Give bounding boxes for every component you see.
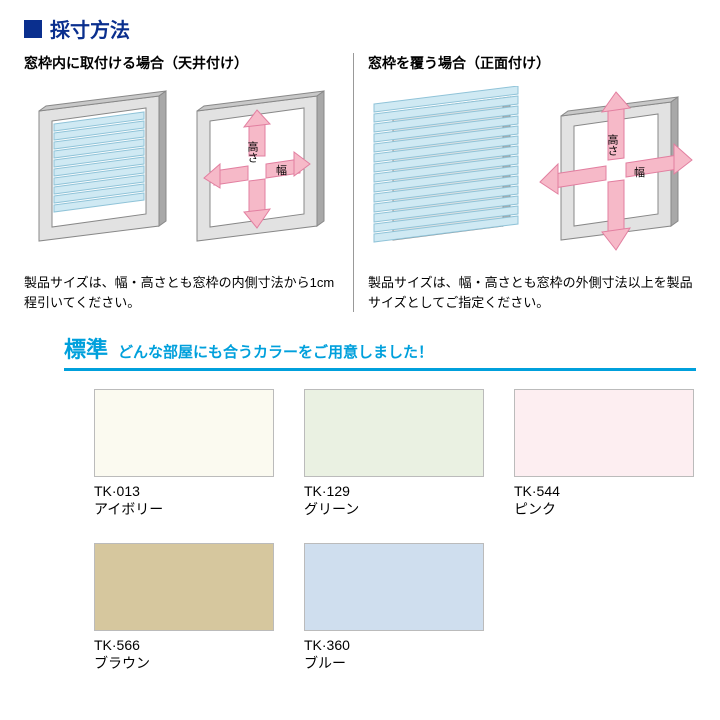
color-sub: どんな部屋にも合うカラーをご用意しました！ xyxy=(118,341,433,362)
swatch-code: TK·566 xyxy=(94,637,274,653)
swatches-grid: TK·013 アイボリー TK·129 グリーン TK·544 ピンク TK·5… xyxy=(94,389,696,673)
method-outside: 窓枠を覆う場合（正面付け） xyxy=(353,53,696,312)
swatch-code: TK·360 xyxy=(304,637,484,653)
swatch-code: TK·129 xyxy=(304,483,484,499)
swatch-chip xyxy=(304,389,484,477)
method-inside-diagrams: 高さ 幅 xyxy=(24,81,339,261)
swatch-name: ブルー xyxy=(304,653,484,673)
swatch-chip xyxy=(304,543,484,631)
blind-outside-icon xyxy=(368,86,528,256)
frame-inside-arrow-icon: 高さ 幅 xyxy=(182,86,332,256)
swatch-tk013: TK·013 アイボリー xyxy=(94,389,274,519)
methods-row: 窓枠内に取付ける場合（天井付け） xyxy=(24,53,696,312)
method-outside-title: 窓枠を覆う場合（正面付け） xyxy=(368,53,696,73)
method-inside: 窓枠内に取付ける場合（天井付け） xyxy=(24,53,339,312)
color-lead: 標準 xyxy=(64,332,108,364)
swatch-code: TK·544 xyxy=(514,483,694,499)
label-height-out: 高さ xyxy=(606,133,619,156)
swatch-tk129: TK·129 グリーン xyxy=(304,389,484,519)
swatch-tk360: TK·360 ブルー xyxy=(304,543,484,673)
method-outside-note: 製品サイズは、幅・高さとも窓枠の外側寸法以上を製品サイズとしてご指定ください。 xyxy=(368,273,696,312)
swatch-code: TK·013 xyxy=(94,483,274,499)
swatch-chip xyxy=(94,389,274,477)
frame-outside-arrow-icon: 高さ 幅 xyxy=(536,86,696,256)
swatch-name: ピンク xyxy=(514,499,694,519)
color-rule xyxy=(64,368,696,371)
label-width: 幅 xyxy=(276,164,287,177)
swatch-tk566: TK·566 ブラウン xyxy=(94,543,274,673)
swatch-name: ブラウン xyxy=(94,653,274,673)
title-text: 採寸方法 xyxy=(50,14,130,43)
color-header: 標準 どんな部屋にも合うカラーをご用意しました！ xyxy=(64,332,696,364)
section-title: 採寸方法 xyxy=(24,14,696,43)
swatch-name: アイボリー xyxy=(94,499,274,519)
label-width-out: 幅 xyxy=(634,166,645,179)
swatch-name: グリーン xyxy=(304,499,484,519)
method-outside-diagrams: 高さ 幅 xyxy=(368,81,696,261)
swatch-tk544: TK·544 ピンク xyxy=(514,389,694,519)
swatch-chip xyxy=(514,389,694,477)
swatch-chip xyxy=(94,543,274,631)
label-height: 高さ xyxy=(246,140,259,163)
blind-inside-icon xyxy=(24,86,174,256)
title-square-icon xyxy=(24,20,42,38)
method-inside-title: 窓枠内に取付ける場合（天井付け） xyxy=(24,53,339,73)
method-inside-note: 製品サイズは、幅・高さとも窓枠の内側寸法から1cm 程引いてください。 xyxy=(24,273,339,312)
